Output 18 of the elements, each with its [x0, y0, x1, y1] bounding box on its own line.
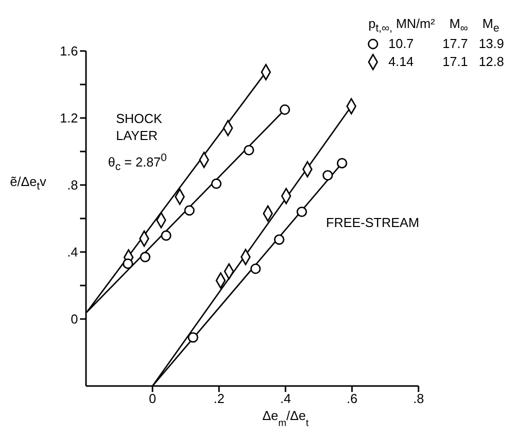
- x-tick-label: .8: [413, 391, 424, 406]
- y-tick-label: 1.6: [60, 44, 78, 59]
- legend-label: 4.14 17.1 12.8: [388, 53, 504, 70]
- legend-label: 10.7 17.7 13.9: [388, 35, 504, 52]
- annotation: θ$_{c}$ = 2.87$^{0}$: [108, 151, 168, 175]
- x-axis-title: Δe$_{m}$/Δe$_{t}$: [262, 408, 309, 428]
- x-tick-label: .4: [280, 391, 291, 406]
- y-tick-label: 1.2: [60, 110, 78, 126]
- x-tick-label: 0: [148, 391, 156, 406]
- annotation: SHOCK LAYER: [116, 110, 164, 144]
- y-tick-label: .8: [67, 178, 78, 193]
- text: p$_{t,∞,}$ MN/m² M$_{∞}$ M$_{e}$: [368, 16, 500, 35]
- annotation: FREE-STREAM: [326, 214, 420, 231]
- y-tick-label: .4: [67, 244, 78, 260]
- x-tick-label: .2: [214, 391, 224, 406]
- y-axis-title: ẽ/Δe$_{t}$v: [10, 174, 46, 193]
- y-tick-label: 0: [70, 312, 78, 327]
- x-tick-label: .6: [346, 391, 358, 406]
